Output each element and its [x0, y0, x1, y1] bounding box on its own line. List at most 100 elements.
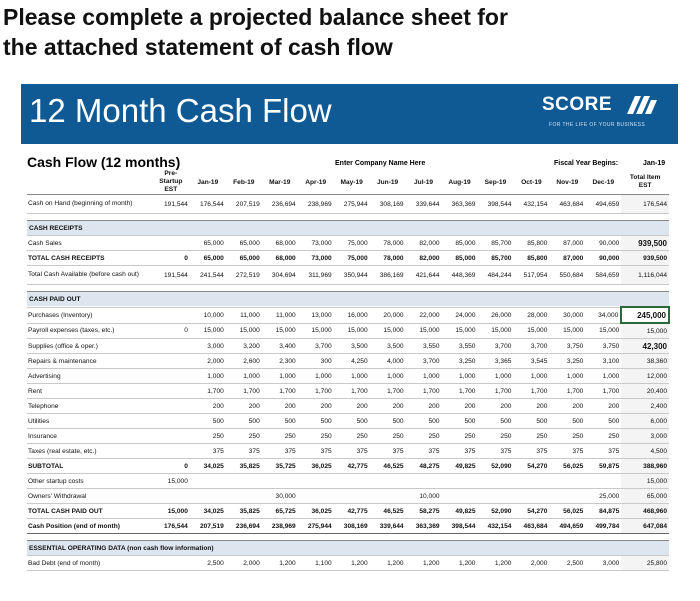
value-cell[interactable]: 20,000 [369, 307, 406, 324]
value-cell[interactable]: 421,644 [405, 265, 442, 285]
value-cell[interactable]: 11,000 [225, 307, 262, 324]
value-cell[interactable]: 42,775 [333, 458, 370, 474]
value-cell[interactable]: 200 [513, 398, 550, 414]
value-cell[interactable]: 13,000 [297, 307, 334, 324]
value-cell[interactable]: 15,000 [585, 323, 622, 339]
value-cell[interactable] [333, 488, 370, 504]
value-cell[interactable]: 494,659 [549, 518, 586, 534]
value-cell[interactable]: 58,275 [405, 503, 442, 519]
value-cell[interactable]: 85,800 [513, 250, 550, 266]
value-cell[interactable]: 363,369 [405, 518, 442, 534]
value-cell[interactable]: 250 [585, 428, 622, 444]
value-cell[interactable]: 1,100 [297, 555, 334, 571]
value-cell[interactable]: 463,684 [513, 518, 550, 534]
value-cell[interactable]: 3,400 [261, 338, 298, 354]
value-cell[interactable]: 300 [297, 353, 334, 369]
value-cell[interactable]: 1,700 [585, 383, 622, 399]
value-cell[interactable]: 2,000 [189, 353, 226, 369]
value-cell[interactable]: 200 [189, 398, 226, 414]
value-cell[interactable]: 500 [189, 413, 226, 429]
value-cell[interactable] [477, 473, 514, 489]
value-cell[interactable]: 311,969 [297, 265, 334, 285]
value-cell[interactable]: 2,500 [189, 555, 226, 571]
value-cell[interactable]: 22,000 [405, 307, 442, 324]
value-cell[interactable] [549, 488, 586, 504]
value-cell[interactable] [151, 398, 190, 414]
value-cell[interactable]: 15,000 [151, 473, 190, 489]
value-cell[interactable]: 15,000 [261, 323, 298, 339]
value-cell[interactable] [225, 488, 262, 504]
value-cell[interactable]: 3,550 [405, 338, 442, 354]
value-cell[interactable]: 1,700 [513, 383, 550, 399]
value-cell[interactable]: 15,000 [621, 473, 669, 489]
value-cell[interactable]: 46,525 [369, 503, 406, 519]
value-cell[interactable]: 26,000 [477, 307, 514, 324]
value-cell[interactable]: 517,954 [513, 265, 550, 285]
value-cell[interactable]: 65,000 [621, 488, 669, 504]
value-cell[interactable]: 0 [151, 458, 190, 474]
value-cell[interactable]: 2,000 [225, 555, 262, 571]
value-cell[interactable]: 34,025 [189, 503, 226, 519]
value-cell[interactable]: 56,025 [549, 458, 586, 474]
value-cell[interactable]: 85,800 [513, 235, 550, 251]
value-cell[interactable]: 3,700 [297, 338, 334, 354]
value-cell[interactable]: 275,944 [297, 518, 334, 534]
value-cell[interactable] [151, 383, 190, 399]
value-cell[interactable]: 85,000 [441, 250, 478, 266]
value-cell[interactable]: 250 [477, 428, 514, 444]
value-cell[interactable]: 1,000 [297, 368, 334, 384]
value-cell[interactable]: 500 [225, 413, 262, 429]
value-cell[interactable]: 65,000 [189, 250, 226, 266]
value-cell[interactable]: 59,875 [585, 458, 622, 474]
value-cell[interactable]: 3,100 [585, 353, 622, 369]
value-cell[interactable]: 3,200 [225, 338, 262, 354]
value-cell[interactable]: 1,200 [261, 555, 298, 571]
value-cell[interactable]: 375 [585, 443, 622, 459]
value-cell[interactable]: 30,000 [549, 307, 586, 324]
value-cell[interactable]: 4,250 [333, 353, 370, 369]
value-cell[interactable]: 56,025 [549, 503, 586, 519]
value-cell[interactable]: 375 [189, 443, 226, 459]
value-cell[interactable]: 584,659 [585, 265, 622, 285]
value-cell[interactable] [369, 473, 406, 489]
value-cell[interactable] [297, 473, 334, 489]
value-cell[interactable]: 3,500 [369, 338, 406, 354]
value-cell[interactable]: 500 [333, 413, 370, 429]
value-cell[interactable] [151, 555, 190, 571]
value-cell[interactable]: 3,750 [585, 338, 622, 354]
value-cell[interactable] [151, 443, 190, 459]
value-cell[interactable]: 308,169 [369, 194, 406, 214]
value-cell[interactable]: 375 [297, 443, 334, 459]
value-cell[interactable]: 432,154 [513, 194, 550, 214]
value-cell[interactable]: 939,500 [621, 235, 669, 251]
value-cell[interactable]: 87,000 [549, 250, 586, 266]
value-cell[interactable]: 2,400 [621, 398, 669, 414]
value-cell[interactable]: 10,000 [405, 488, 442, 504]
value-cell[interactable]: 494,659 [585, 194, 622, 214]
value-cell[interactable]: 1,000 [261, 368, 298, 384]
value-cell[interactable]: 42,775 [333, 503, 370, 519]
value-cell[interactable]: 3,000 [585, 555, 622, 571]
value-cell[interactable]: 1,200 [333, 555, 370, 571]
value-cell[interactable]: 1,700 [477, 383, 514, 399]
value-cell[interactable]: 191,544 [151, 265, 190, 285]
value-cell[interactable]: 1,700 [225, 383, 262, 399]
value-cell[interactable]: 200 [261, 398, 298, 414]
value-cell[interactable]: 500 [549, 413, 586, 429]
value-cell[interactable]: 73,000 [297, 235, 334, 251]
value-cell[interactable]: 36,025 [297, 503, 334, 519]
value-cell[interactable]: 90,000 [585, 250, 622, 266]
value-cell[interactable]: 54,270 [513, 503, 550, 519]
value-cell[interactable] [369, 488, 406, 504]
value-cell[interactable]: 1,000 [189, 368, 226, 384]
value-cell[interactable]: 0 [151, 323, 190, 339]
value-cell[interactable]: 85,700 [477, 250, 514, 266]
value-cell[interactable]: 200 [477, 398, 514, 414]
value-cell[interactable]: 500 [369, 413, 406, 429]
value-cell[interactable]: 68,000 [261, 235, 298, 251]
value-cell[interactable]: 3,700 [513, 338, 550, 354]
value-cell[interactable]: 500 [585, 413, 622, 429]
value-cell[interactable]: 2,300 [261, 353, 298, 369]
value-cell[interactable]: 500 [477, 413, 514, 429]
value-cell[interactable]: 398,544 [441, 518, 478, 534]
